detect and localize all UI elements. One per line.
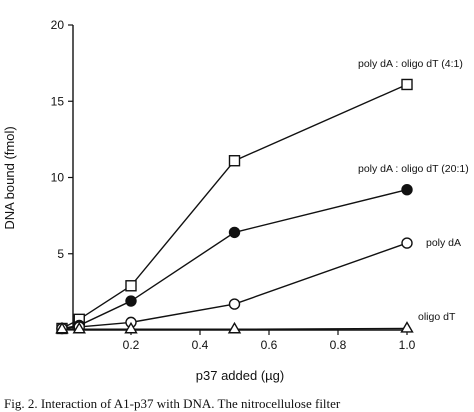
series-poly-da-point xyxy=(401,237,413,249)
series-oligo-dt-point xyxy=(227,321,242,334)
x-ticks: 0.2 0.4 0.6 0.8 1.0 xyxy=(123,330,416,352)
x-tick-label: 0.4 xyxy=(192,338,209,352)
series-oligo-dt-point xyxy=(124,321,138,334)
series-oligo-dt-point xyxy=(55,321,69,334)
axes xyxy=(72,25,407,331)
y-tick-label: 20 xyxy=(51,18,65,32)
series-4-1-line xyxy=(61,83,408,330)
y-axis-title: DNA bound (fmol) xyxy=(2,126,17,229)
series-4-1-point xyxy=(401,78,413,91)
x-tick-label: 1.0 xyxy=(399,338,416,352)
series-markers xyxy=(55,78,414,335)
x-tick-label: 0.2 xyxy=(123,338,140,352)
series-4-1-label: poly dA : oligo dT (4:1) xyxy=(358,58,463,70)
series-4-1-point xyxy=(228,155,241,167)
figure-caption: Fig. 2. Interaction of A1-p37 with DNA. … xyxy=(4,396,341,411)
series-poly-da-line xyxy=(61,242,408,330)
y-ticks: 05101520 xyxy=(51,18,73,337)
series-20-1-point xyxy=(125,295,137,307)
series-20-1-point xyxy=(228,226,241,239)
series-20-1-point xyxy=(401,183,413,196)
y-tick-label: 15 xyxy=(51,94,65,108)
series-oligo-dt-point xyxy=(400,321,414,333)
series-oligo-dt-label: oligo dT xyxy=(418,311,456,323)
y-tick-label: 5 xyxy=(57,247,64,261)
x-tick-label: 0.8 xyxy=(330,338,347,352)
series-oligo-dt-point xyxy=(72,321,86,334)
series-4-1-point xyxy=(125,280,137,292)
x-tick-label: 0.6 xyxy=(261,338,278,352)
series-labels: poly dA : oligo dT (4:1) poly dA : oligo … xyxy=(358,58,469,323)
series-poly-da-point xyxy=(228,298,241,310)
y-tick-label: 10 xyxy=(51,171,65,185)
series-lines xyxy=(61,83,408,330)
series-poly-da-label: poly dA xyxy=(426,237,461,249)
x-axis-title: p37 added (µg) xyxy=(196,368,284,383)
series-20-1-label: poly dA : oligo dT (20:1) xyxy=(358,163,469,175)
